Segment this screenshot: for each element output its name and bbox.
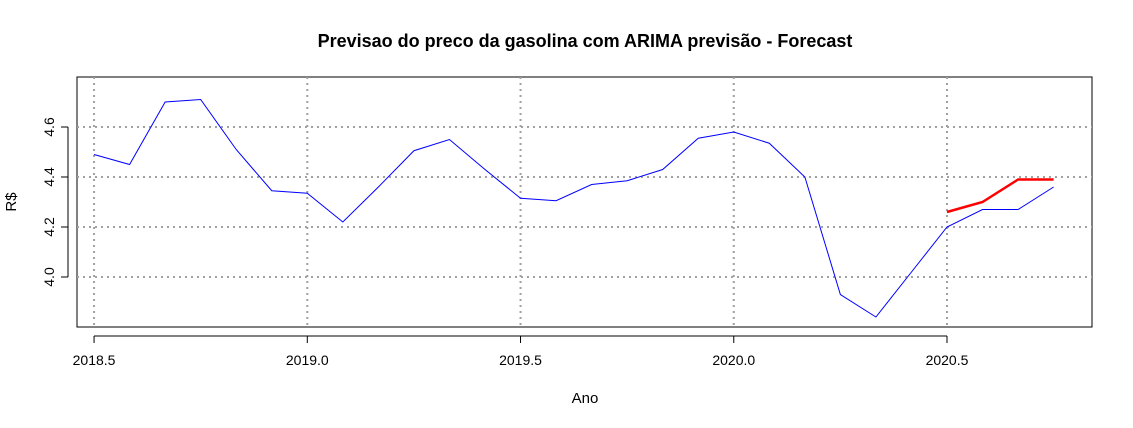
- price-line: [93, 98, 1054, 318]
- y-tick-label: 4.0: [41, 267, 57, 287]
- x-tick-label: 2018.5: [73, 352, 116, 368]
- chart-title: Previsao do preco da gasolina com ARIMA …: [318, 31, 853, 51]
- x-tick-label: 2019.5: [499, 352, 542, 368]
- y-axis-label: R$: [3, 192, 20, 212]
- y-axis: 4.0 4.2 4.4 4.6: [41, 117, 69, 287]
- x-tick-label: 2020.5: [926, 352, 969, 368]
- x-axis: 2018.5 2019.0 2019.5 2020.0 2020.5: [73, 335, 969, 368]
- y-tick-label: 4.4: [41, 167, 57, 187]
- plot-frame: [76, 76, 1093, 328]
- x-tick-label: 2020.0: [712, 352, 755, 368]
- grid: [77, 77, 1092, 327]
- x-axis-label: Ano: [572, 390, 599, 407]
- y-tick-label: 4.2: [41, 217, 57, 237]
- series-group: [93, 98, 1054, 318]
- x-tick-label: 2019.0: [286, 352, 329, 368]
- y-tick-label: 4.6: [41, 117, 57, 137]
- forecast-line: [946, 178, 1054, 214]
